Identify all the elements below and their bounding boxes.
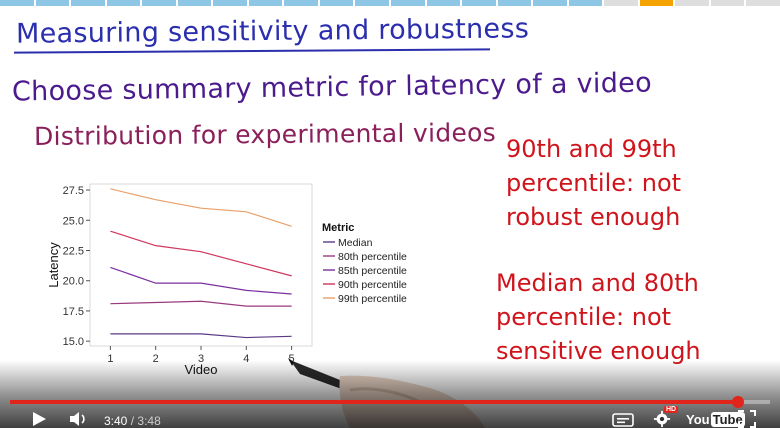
chapter-segment[interactable]	[106, 0, 141, 6]
plot-panel	[89, 183, 313, 347]
slide-line-metric: Choose summary metric for latency of a v…	[11, 67, 653, 108]
note-sensitivity: Median and 80th percentile: not sensitiv…	[496, 266, 701, 368]
fullscreen-icon[interactable]	[738, 410, 756, 428]
y-tick-label: 15.0	[63, 336, 84, 348]
chapter-segment[interactable]	[604, 0, 638, 6]
y-tick-label: 27.5	[63, 185, 84, 197]
seek-bar[interactable]	[10, 396, 770, 408]
settings-gear-icon[interactable]	[652, 410, 672, 428]
current-time: 3:40	[104, 414, 128, 428]
x-tick-label: 2	[153, 353, 159, 365]
player-controls-gradient	[0, 360, 780, 428]
chapter-segment[interactable]	[213, 0, 247, 6]
note-line: Median and 80th	[496, 269, 699, 297]
youtube-logo[interactable]: You Tube	[686, 412, 745, 427]
latency-chart: 15.017.520.022.525.027.512345VideoLatenc…	[46, 183, 407, 377]
chapter-segment[interactable]	[284, 0, 318, 6]
x-tick-label: 1	[107, 353, 113, 365]
chapter-segment[interactable]	[177, 0, 212, 6]
chapter-segment[interactable]	[426, 0, 461, 6]
legend-entry: 90th percentile	[338, 279, 407, 291]
series-line	[110, 188, 292, 227]
chapter-segment[interactable]	[248, 0, 283, 6]
chapter-segment[interactable]	[391, 0, 425, 6]
x-tick-label: 4	[243, 353, 249, 365]
chapter-segment[interactable]	[355, 0, 390, 6]
seek-handle[interactable]	[732, 396, 745, 408]
note-line: 90th and 99th	[506, 135, 677, 163]
youtube-logo-text-a: You	[686, 412, 710, 427]
note-line: percentile: not	[506, 169, 682, 197]
legend-entry: 80th percentile	[338, 251, 407, 263]
title-underline	[13, 48, 491, 54]
note-robustness: 90th and 99th percentile: not robust eno…	[506, 132, 681, 234]
seek-bar-played	[10, 400, 739, 404]
chapter-segment[interactable]	[35, 0, 70, 6]
y-axis-label: Latency	[46, 242, 61, 288]
chapter-segment[interactable]	[71, 0, 105, 6]
chapter-progress-strip	[0, 0, 780, 6]
chapter-segment[interactable]	[533, 0, 567, 6]
slide-title: Measuring sensitivity and robustness	[15, 13, 530, 50]
x-tick-label: 5	[289, 353, 295, 365]
y-tick-label: 20.0	[63, 276, 84, 288]
chapter-segment[interactable]	[639, 0, 674, 6]
chapter-segment[interactable]	[142, 0, 176, 6]
series-line	[110, 300, 292, 307]
chapter-segment[interactable]	[568, 0, 603, 6]
chapter-segment[interactable]	[675, 0, 709, 6]
chapter-segment[interactable]	[319, 0, 354, 6]
chapter-segment[interactable]	[746, 0, 780, 6]
y-tick-label: 17.5	[63, 306, 84, 318]
legend-entry: Median	[338, 237, 373, 249]
slide-line-distribution: Distribution for experimental videos	[33, 117, 497, 152]
hd-badge: HD	[664, 406, 679, 413]
x-tick-label: 3	[198, 353, 204, 365]
y-tick-label: 22.5	[63, 245, 84, 257]
youtube-logo-text-b: Tube	[710, 412, 745, 427]
series-line	[110, 230, 292, 277]
duration: 3:48	[137, 414, 161, 428]
chapter-segment[interactable]	[497, 0, 532, 6]
time-display: 3:40 / 3:48	[104, 414, 161, 428]
series-line	[110, 333, 292, 339]
captions-icon[interactable]	[612, 412, 634, 428]
time-separator: /	[130, 414, 135, 428]
volume-icon[interactable]	[68, 410, 88, 428]
note-line: percentile: not	[496, 303, 672, 331]
chapter-segment[interactable]	[710, 0, 745, 6]
legend-title: Metric	[322, 222, 354, 234]
legend-entry: 85th percentile	[338, 265, 407, 277]
chapter-segment[interactable]	[0, 0, 34, 6]
legend-entry: 99th percentile	[338, 293, 407, 305]
play-icon[interactable]	[30, 410, 48, 428]
note-line: robust enough	[506, 203, 681, 231]
chapter-segment[interactable]	[462, 0, 496, 6]
series-line	[110, 266, 292, 295]
y-tick-label: 25.0	[63, 215, 84, 227]
